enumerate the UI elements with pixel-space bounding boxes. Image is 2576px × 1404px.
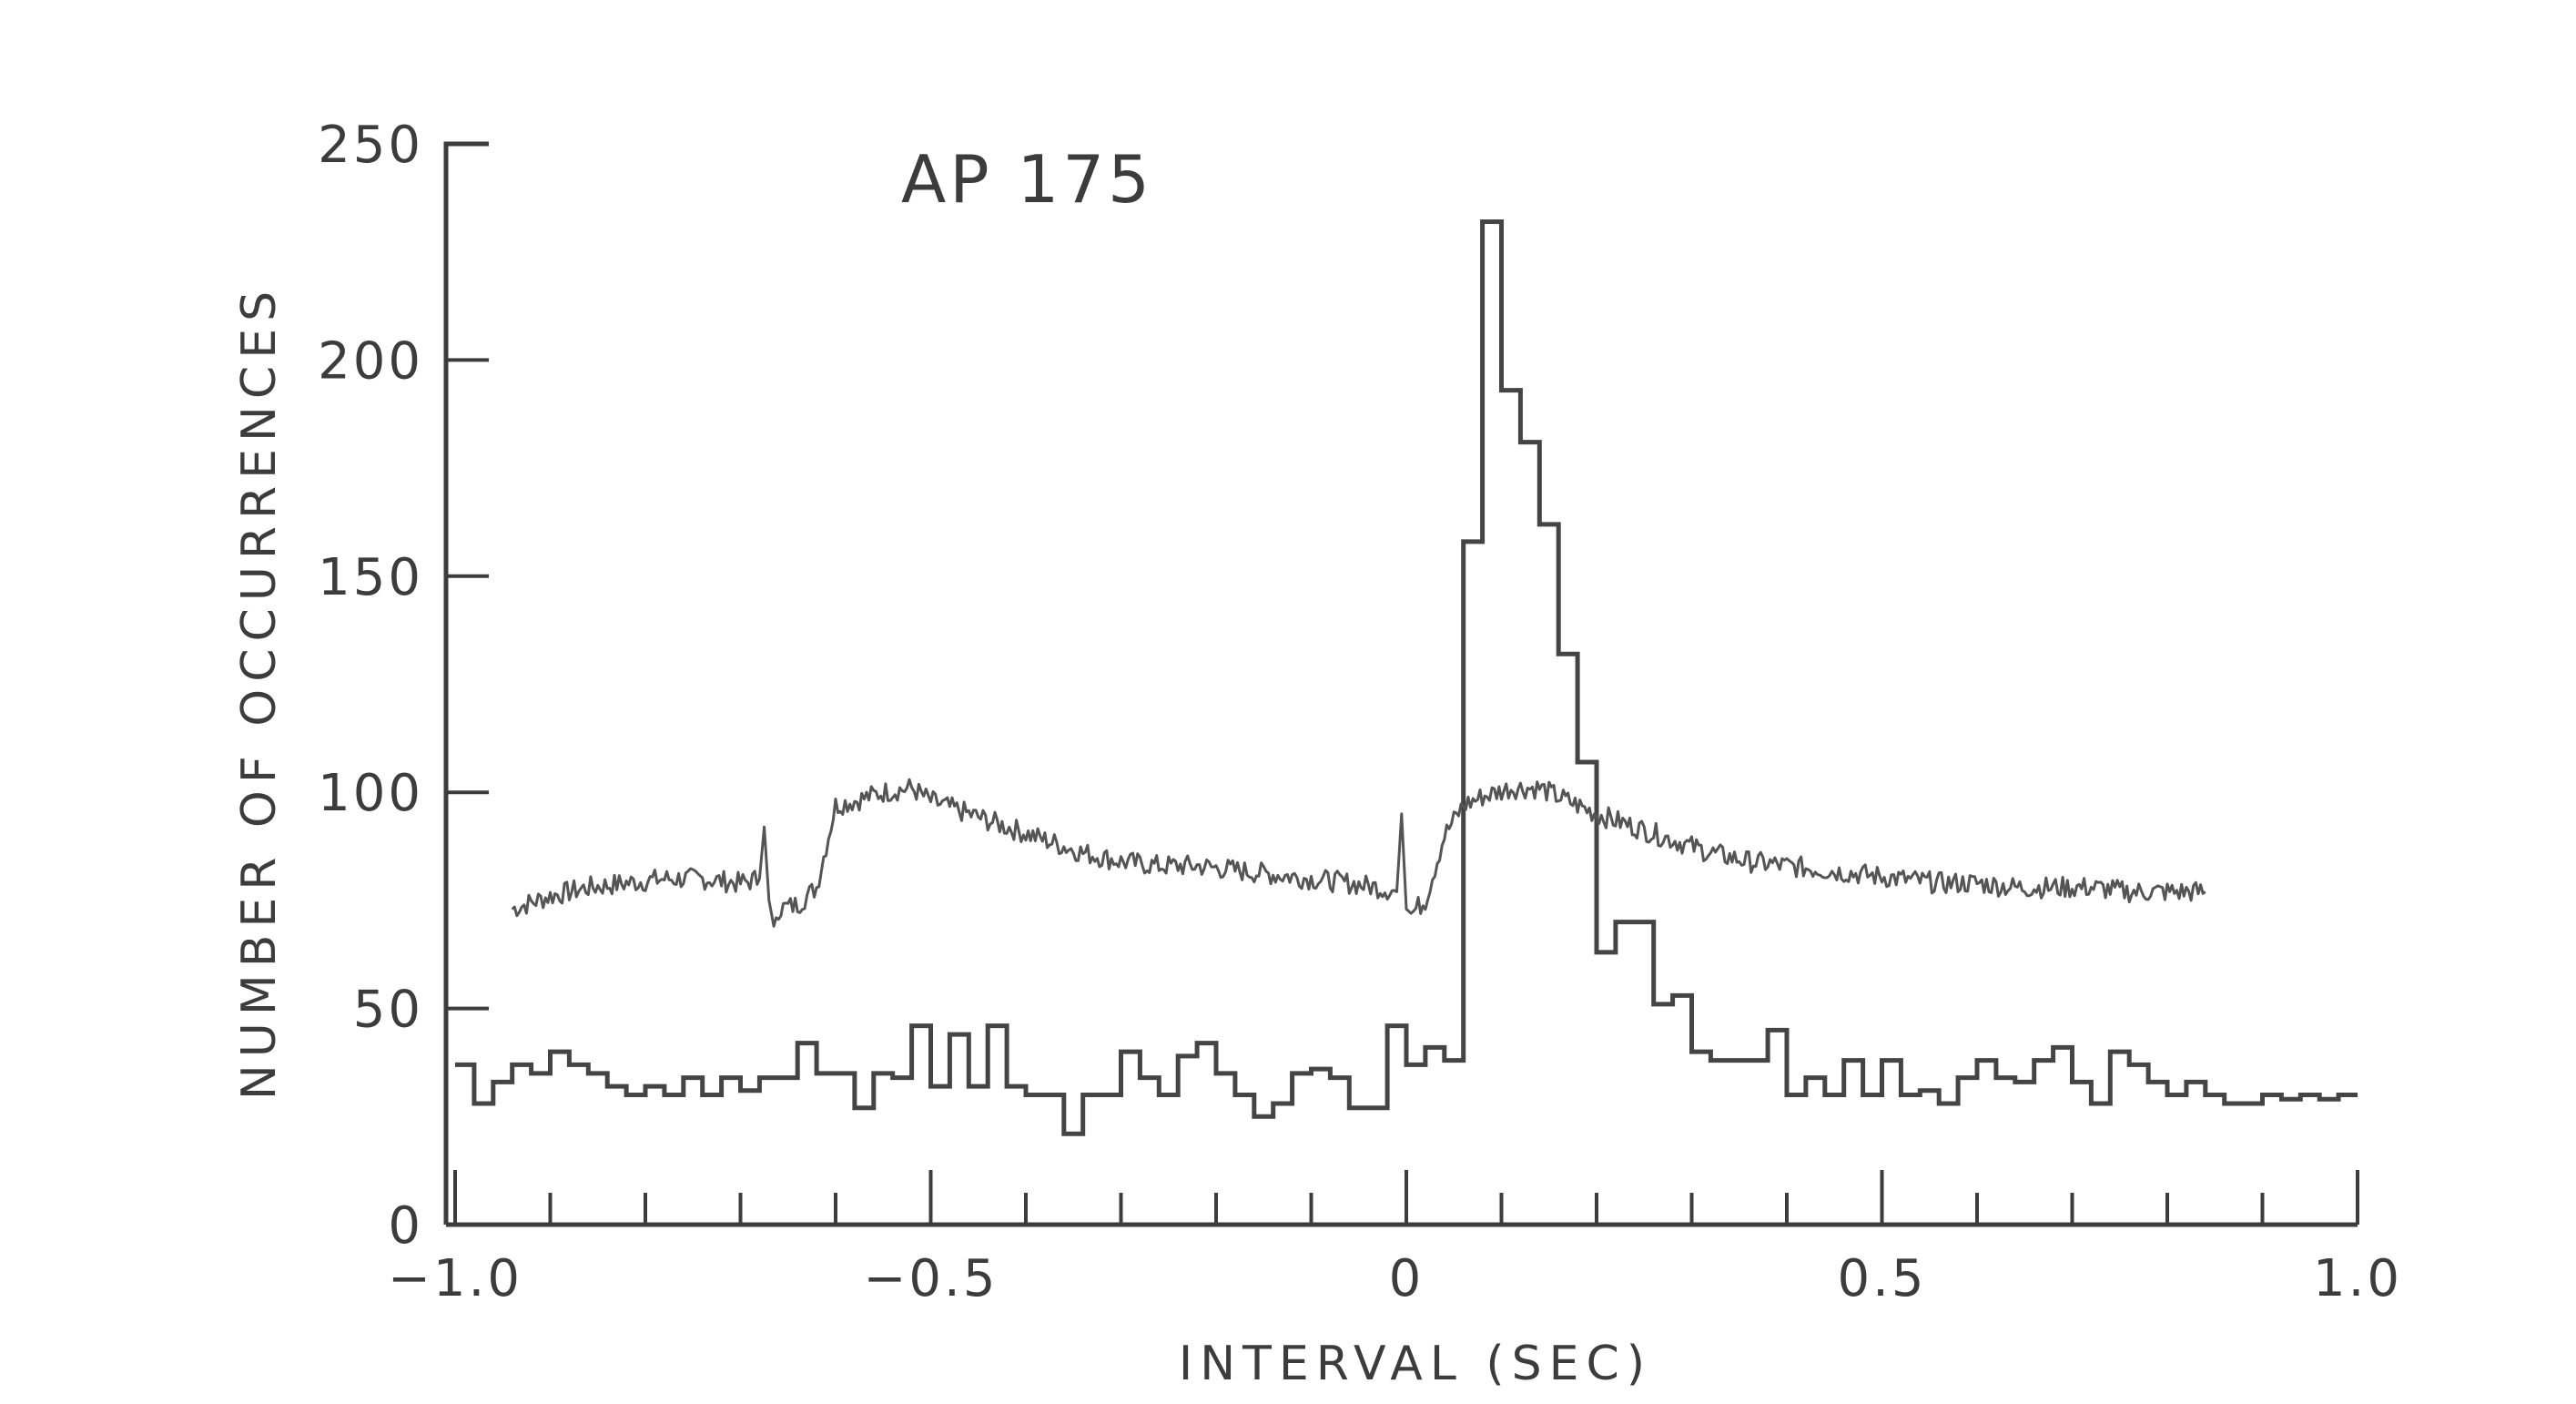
x-tick-label: −0.5	[864, 1249, 999, 1308]
x-tick-label: 0.5	[1837, 1249, 1926, 1308]
y-tick-label: 250	[318, 116, 423, 175]
y-tick-label: 150	[318, 548, 423, 607]
noisy-line-series	[511, 778, 2206, 928]
tick-labels: 0 50 100 150 200 250 −1.0 −0.5 0 0.5 1.0	[318, 116, 2402, 1308]
y-tick-label: 200	[318, 331, 423, 391]
chart-title: AP 175	[901, 141, 1153, 218]
y-tick-label: 50	[353, 981, 423, 1040]
y-axis-label: NUMBER OF OCCURRENCES	[232, 284, 287, 1100]
x-tick-label: 0	[1389, 1249, 1425, 1308]
y-tick-label: 100	[318, 764, 423, 823]
y-tick-label: 0	[388, 1196, 423, 1256]
x-axis-label: INTERVAL (SEC)	[1179, 1337, 1652, 1391]
x-tick-label: 1.0	[2313, 1249, 2402, 1308]
histogram-series	[455, 219, 2358, 1136]
series-layer	[455, 219, 2358, 1136]
ticks	[446, 142, 2359, 1226]
x-tick-label: −1.0	[388, 1249, 522, 1308]
